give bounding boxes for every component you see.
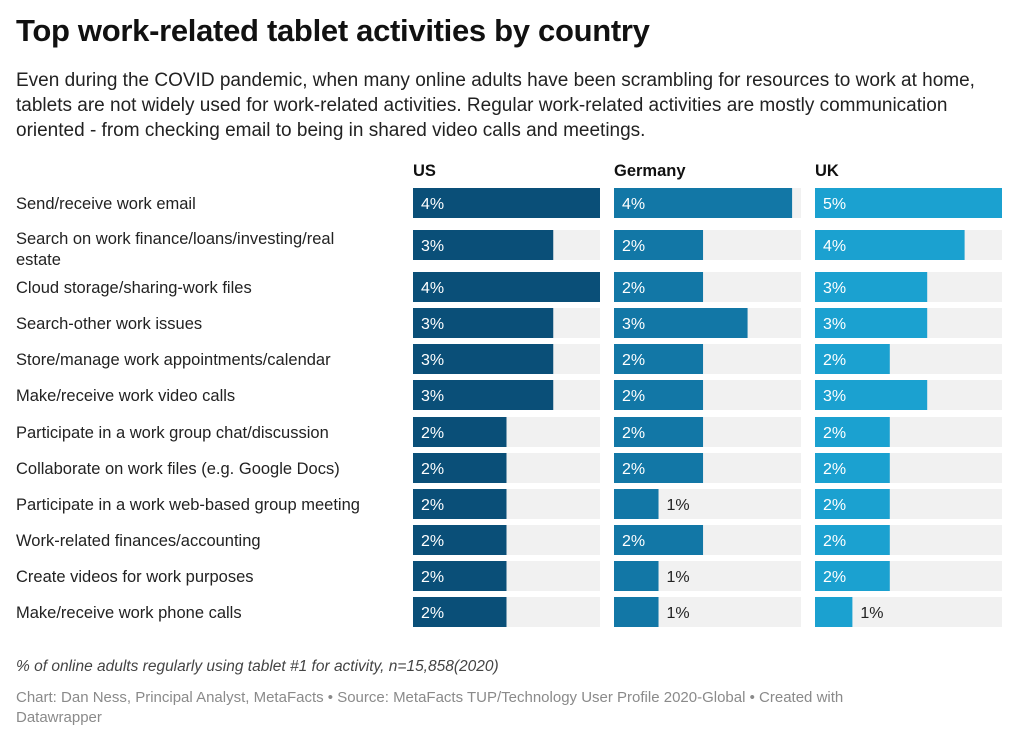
bar [413,417,507,447]
bar [815,525,890,555]
row-label: Search-other work issues [16,315,202,333]
bar [815,380,928,410]
data-label: 3% [421,238,444,255]
data-label: 2% [823,352,846,369]
data-label: 2% [622,425,645,442]
data-label: 2% [823,533,846,550]
data-label: 2% [421,425,444,442]
bar [413,272,600,302]
bar [614,230,704,260]
row-label: Participate in a work web-based group me… [16,496,360,514]
data-label: 4% [421,280,444,297]
data-label: 2% [622,280,645,297]
bar [413,188,600,218]
data-label: 2% [622,388,645,405]
chart-footnote: % of online adults regularly using table… [16,658,499,675]
data-label: 3% [823,388,846,405]
data-label: 3% [421,316,444,333]
bar-chart: Send/receive work email Search on work fi… [16,162,1002,627]
bar [815,308,928,338]
bar [614,525,704,555]
data-label: 4% [421,196,444,213]
bar [815,230,965,260]
chart-credit: Chart: Dan Ness, Principal Analyst, Meta… [16,689,844,726]
data-label: 4% [823,238,846,255]
row-label: Cloud storage/sharing-work files [16,279,252,297]
bar [413,453,507,483]
data-label: 1% [667,497,690,514]
bar [815,597,853,627]
bar [614,380,704,410]
data-label: 2% [421,605,444,622]
bar [614,489,659,519]
bar [413,489,507,519]
row-label: Work-related finances/accounting [16,532,261,550]
data-label: 2% [421,569,444,586]
row-label: Store/manage work appointments/calendar [16,351,331,369]
bar [815,188,1002,218]
chart-title: Top work-related tablet activities by co… [16,13,650,48]
data-label: 2% [421,533,444,550]
bar [614,561,659,591]
data-label: 2% [421,461,444,478]
row-label: Send/receive work email [16,195,196,213]
data-label: 2% [622,533,645,550]
bar [614,272,704,302]
bar [413,525,507,555]
data-label: 2% [622,352,645,369]
chart-subtitle: Even during the COVID pandemic, when man… [16,70,975,141]
bar [413,230,554,260]
row-label: Participate in a work group chat/discuss… [16,424,329,442]
bar [614,308,748,338]
row-label: Search on work finance/loans/investing/r… [16,230,334,248]
row-label: Create videos for work purposes [16,568,254,586]
data-label: 2% [823,425,846,442]
data-label: 1% [667,605,690,622]
bar [614,597,659,627]
bar [413,344,554,374]
data-label: 2% [622,461,645,478]
bar [413,561,507,591]
bar [413,308,554,338]
data-label: 2% [823,497,846,514]
bar [614,188,793,218]
data-label: 4% [622,196,645,213]
bar [413,380,554,410]
data-label: 3% [421,352,444,369]
data-label: 1% [860,605,883,622]
column-header: UK [815,162,839,180]
bar [815,272,928,302]
bar [815,453,890,483]
bar [413,597,507,627]
data-label: 5% [823,196,846,213]
data-label: 3% [823,280,846,297]
data-label: 3% [823,316,846,333]
data-label: 1% [667,569,690,586]
bar [815,344,890,374]
row-label: Collaborate on work files (e.g. Google D… [16,460,340,478]
data-label: 3% [421,388,444,405]
column-header: US [413,162,436,180]
bar [815,561,890,591]
data-label: 2% [421,497,444,514]
data-label: 2% [823,569,846,586]
bar [614,417,704,447]
column-header: Germany [614,162,686,180]
row-label: Make/receive work phone calls [16,604,242,622]
row-label: Make/receive work video calls [16,387,235,405]
bar [815,417,890,447]
bar [614,453,704,483]
data-label: 2% [823,461,846,478]
bar [614,344,704,374]
bar [815,489,890,519]
data-label: 3% [622,316,645,333]
data-label: 2% [622,238,645,255]
row-label: estate [16,251,61,269]
